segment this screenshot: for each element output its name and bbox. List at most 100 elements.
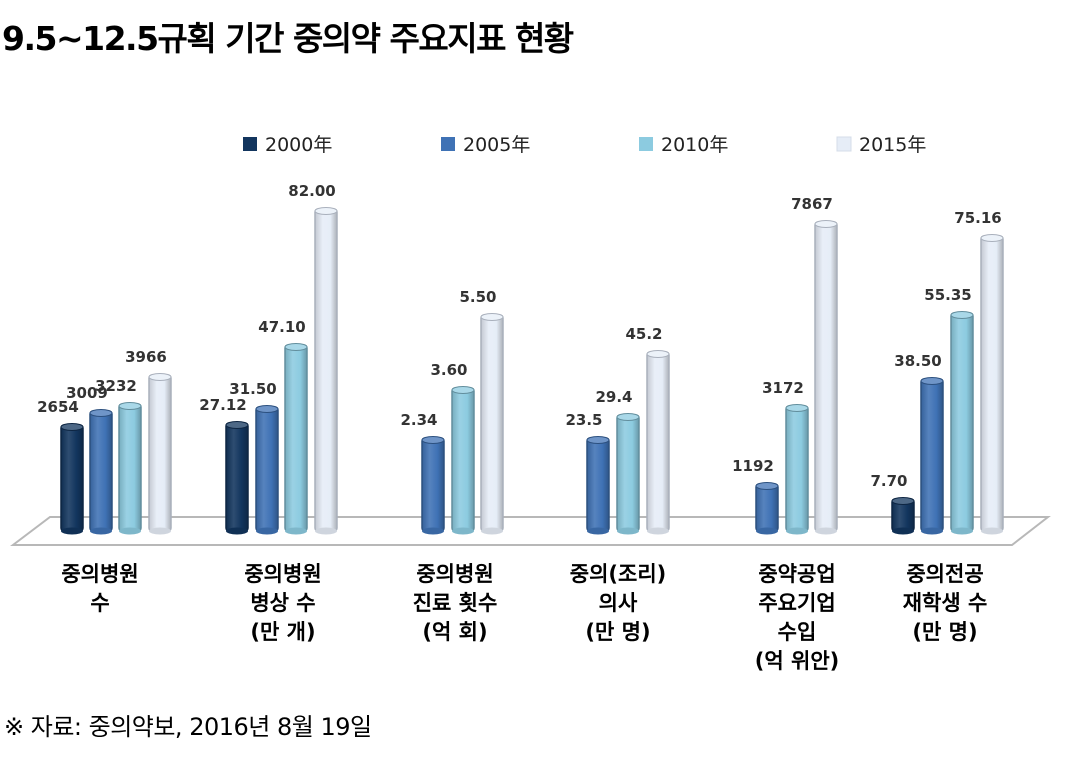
bar-body	[451, 387, 475, 532]
bar	[255, 405, 279, 535]
bar-cap	[950, 311, 974, 319]
bar-base	[481, 527, 503, 535]
bar-body	[646, 351, 670, 532]
legend-label: 2000年	[265, 134, 332, 156]
value-label: 27.12	[199, 396, 246, 414]
bar-cap	[225, 421, 249, 429]
bar-base	[617, 527, 639, 535]
bar-body	[920, 378, 944, 532]
bar	[920, 377, 944, 535]
bar-body	[60, 424, 84, 532]
bar-cap	[421, 436, 445, 444]
cat-doctors-bars	[586, 350, 670, 535]
bar	[284, 343, 308, 535]
bar	[451, 386, 475, 535]
bar-body	[586, 437, 610, 532]
cat-industry-revenue-label: 중약공업 주요기업 수입 (억 위안)	[754, 562, 840, 673]
bar-cap	[920, 377, 944, 385]
bar-cap	[814, 220, 838, 228]
bar	[586, 436, 610, 535]
value-label: 3172	[762, 379, 804, 397]
bar-cap	[480, 313, 504, 321]
bar-base	[815, 527, 837, 535]
legend-swatch	[441, 137, 455, 151]
legend-swatch	[243, 137, 257, 151]
bar-body	[980, 235, 1004, 532]
bar	[89, 409, 113, 535]
bar-cap	[60, 423, 84, 431]
bar	[480, 313, 504, 535]
cat-doctors-label: 중의(조리) 의사 (만 명)	[569, 562, 667, 644]
value-label: 3232	[95, 377, 137, 395]
bar-base	[892, 527, 914, 535]
bar-base	[921, 527, 943, 535]
bar	[646, 350, 670, 535]
bar-cap	[586, 436, 610, 444]
bar-base	[90, 527, 112, 535]
value-label: 2654	[37, 398, 79, 416]
bar-body	[785, 405, 809, 532]
cat-beds-bars	[225, 207, 338, 535]
chart-title: 9.5~12.5규획 기간 중의약 주요지표 현황	[2, 19, 574, 58]
legend-label: 2005年	[463, 134, 530, 156]
legend-item: 2005年	[441, 134, 530, 156]
bar	[950, 311, 974, 535]
source-note: ※ 자료: 중의약보, 2016년 8월 19일	[4, 713, 372, 741]
cat-hospitals-bars	[60, 373, 172, 535]
bar-cap	[891, 497, 915, 505]
bar	[616, 413, 640, 535]
legend-item: 2015年	[836, 134, 926, 156]
cat-industry-revenue-bars	[755, 220, 838, 535]
value-label: 47.10	[258, 318, 305, 336]
bar-base	[119, 527, 141, 535]
bar-base	[285, 527, 307, 535]
value-label: 38.50	[894, 352, 941, 370]
cat-students-label: 중의전공 재학생 수 (만 명)	[902, 562, 988, 644]
bar-cap	[980, 234, 1004, 242]
bar-base	[786, 527, 808, 535]
value-label: 55.35	[924, 286, 971, 304]
bar	[118, 402, 142, 535]
bar-base	[981, 527, 1003, 535]
legend: 2000年 2005年 2010年 2015年	[243, 134, 926, 156]
bar-base	[315, 527, 337, 535]
bar-body	[148, 374, 172, 532]
bar-base	[452, 527, 474, 535]
bar	[814, 220, 838, 535]
cat-hospitals-label: 중의병원 수	[61, 562, 139, 615]
value-label: 31.50	[229, 380, 276, 398]
bar-body	[255, 406, 279, 532]
legend-swatch	[836, 136, 852, 152]
bar-body	[814, 221, 838, 532]
bar-base	[756, 527, 778, 535]
value-label: 75.16	[954, 209, 1001, 227]
bars	[60, 207, 1004, 535]
value-label: 82.00	[288, 182, 335, 200]
legend-swatch	[639, 137, 653, 151]
bar-cap	[451, 386, 475, 394]
bar-cap	[118, 402, 142, 410]
value-label: 7.70	[870, 472, 907, 490]
value-label: 23.5	[565, 411, 602, 429]
bar-cap	[785, 404, 809, 412]
bar-body	[225, 422, 249, 532]
bar-cap	[89, 409, 113, 417]
bar-body	[284, 344, 308, 532]
legend-label: 2010年	[661, 134, 728, 156]
bar	[60, 423, 84, 535]
bar-body	[616, 414, 640, 532]
value-label: 3009	[66, 384, 108, 402]
bar-base	[61, 527, 83, 535]
legend-label: 2015年	[859, 134, 926, 156]
bar-base	[256, 527, 278, 535]
bar-cap	[314, 207, 338, 215]
value-label: 1192	[732, 457, 774, 475]
value-label: 3.60	[430, 361, 467, 379]
bar-cap	[646, 350, 670, 358]
bar-base	[422, 527, 444, 535]
bar-body	[480, 314, 504, 532]
bar-base	[149, 527, 171, 535]
bar-body	[950, 312, 974, 532]
